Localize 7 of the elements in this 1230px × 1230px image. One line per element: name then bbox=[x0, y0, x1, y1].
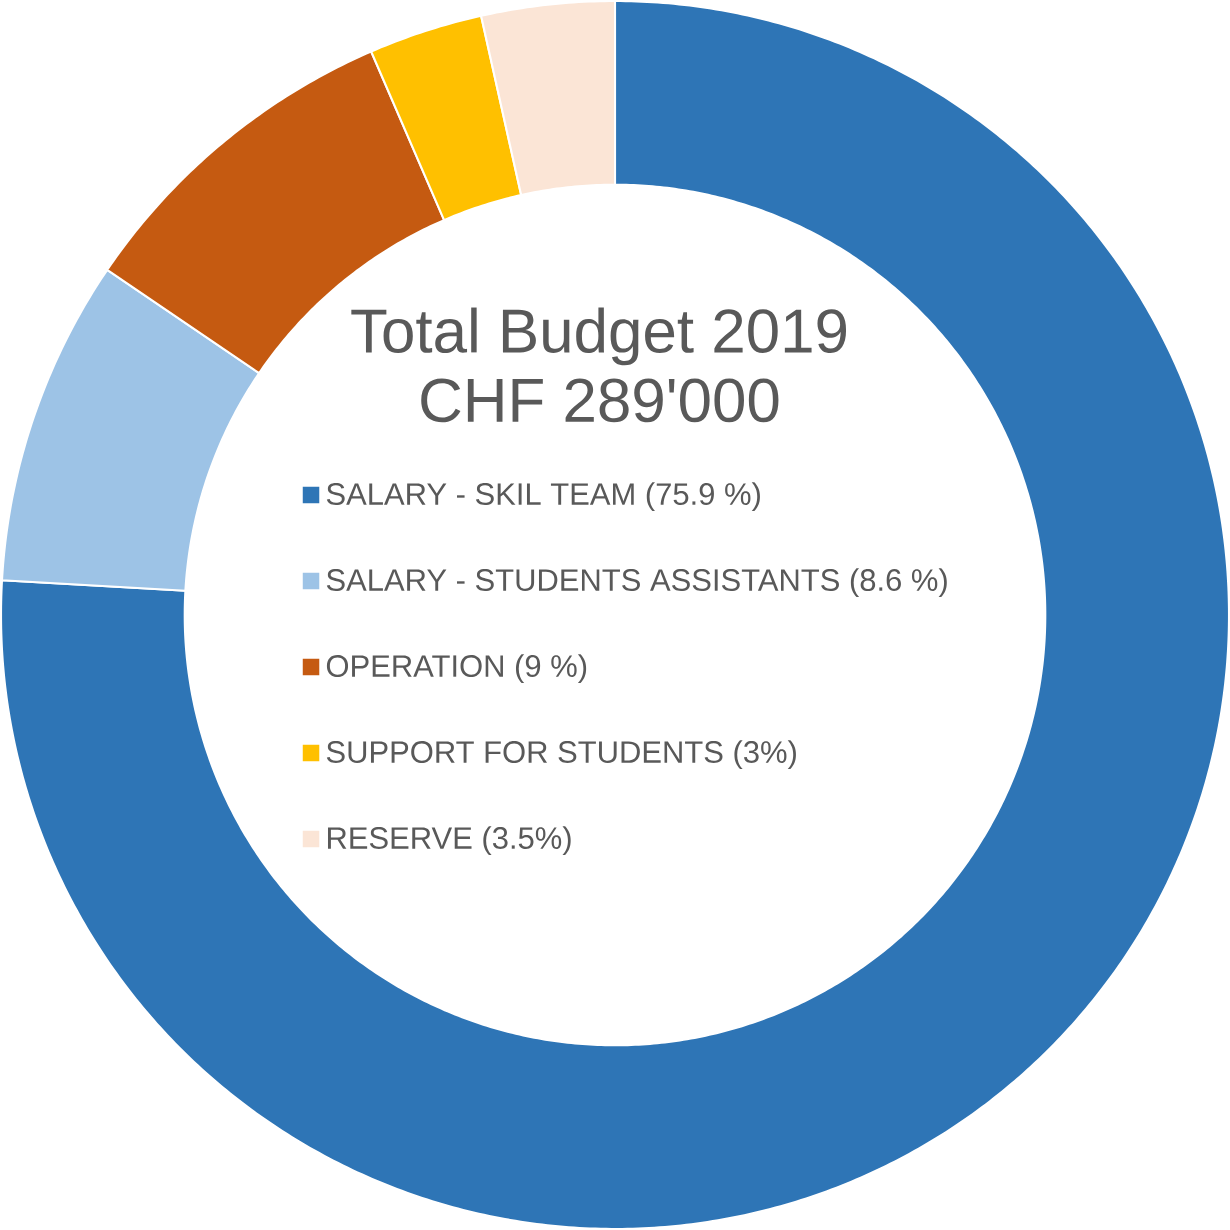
legend-label: OPERATION (9 %) bbox=[326, 654, 587, 684]
legend-label: SALARY - SKIL TEAM (75.9 %) bbox=[326, 482, 760, 512]
legend-label: SUPPORT FOR STUDENTS (3%) bbox=[326, 740, 796, 770]
legend-label: RESERVE (3.5%) bbox=[327, 826, 571, 856]
text: Total Budget 2019 bbox=[351, 307, 847, 366]
text: CHF 289'000 bbox=[421, 378, 779, 423]
legend-label: SALARY - STUDENTS ASSISTANTS (8.6 %) bbox=[326, 568, 947, 598]
